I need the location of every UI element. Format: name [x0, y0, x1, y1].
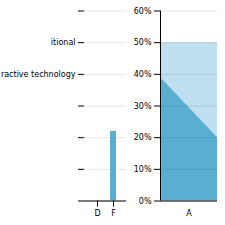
svg-text:F: F [111, 209, 116, 218]
svg-text:20%: 20% [134, 133, 152, 142]
svg-text:40%: 40% [134, 70, 152, 79]
svg-text:A: A [186, 209, 192, 218]
svg-text:ractive technology: ractive technology [1, 70, 76, 79]
svg-text:0%: 0% [139, 197, 152, 206]
svg-text:60%: 60% [134, 7, 152, 16]
svg-text:10%: 10% [134, 165, 152, 174]
svg-text:30%: 30% [134, 102, 152, 111]
svg-text:itional: itional [51, 38, 76, 47]
svg-text:50%: 50% [134, 38, 152, 47]
svg-text:D: D [94, 209, 100, 218]
